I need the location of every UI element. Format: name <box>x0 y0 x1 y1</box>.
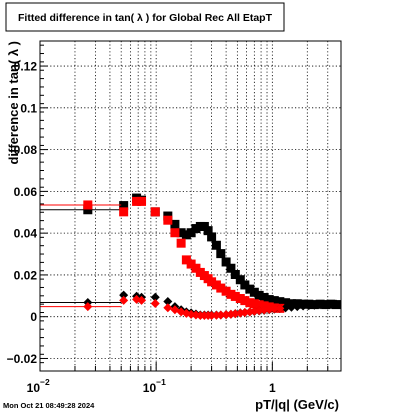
y-tick-label: 0 <box>30 310 37 324</box>
data-point-diamond <box>326 299 336 309</box>
data-point-diamond <box>163 296 173 306</box>
x-tick-label: 10 <box>27 381 41 395</box>
axis-ticks <box>39 44 329 372</box>
data-point-square <box>150 207 160 217</box>
data-point-square <box>216 249 226 259</box>
y-axis-label: difference in tan( λ ) <box>6 41 21 165</box>
data-point-square <box>176 238 186 248</box>
data-point-diamond <box>269 304 279 314</box>
y-tick-label: 0.08 <box>14 143 38 157</box>
x-tick-label-exponent: −2 <box>40 377 50 387</box>
data-point-square <box>249 287 259 297</box>
data-point-square <box>235 275 245 285</box>
data-point-square <box>83 200 93 210</box>
data-point-diamond <box>216 310 226 320</box>
data-point-square <box>221 286 231 296</box>
data-point-diamond <box>150 299 160 309</box>
y-tick-label: 0.06 <box>14 185 38 199</box>
y-tick-label: 0.04 <box>14 227 38 241</box>
data-point-square <box>245 298 255 308</box>
data-point-square <box>221 257 231 267</box>
data-point-square <box>226 263 236 273</box>
data-point-square <box>254 300 264 310</box>
y-tick-label: 0.12 <box>14 60 38 74</box>
data-point-square <box>249 299 259 309</box>
data-point-diamond <box>275 303 285 313</box>
data-point-square <box>207 277 217 287</box>
data-point-diamond <box>119 295 129 305</box>
data-point-square <box>230 270 240 280</box>
data-point-square <box>181 255 191 265</box>
chart-title: Fitted difference in tan( λ ) for Global… <box>18 12 273 24</box>
plot-frame <box>39 40 342 372</box>
data-point-square <box>240 296 250 306</box>
data-point-square <box>186 259 196 269</box>
data-point-square <box>119 201 129 211</box>
data-point-diamond <box>292 302 302 312</box>
data-point-square <box>216 283 226 293</box>
data-point-diamond <box>309 300 319 310</box>
x-axis-label: pT/|q| (GeV/c) <box>255 397 339 412</box>
data-point-diamond <box>150 292 160 302</box>
data-point-diamond <box>119 290 129 300</box>
data-point-diamond <box>281 303 291 313</box>
data-point-diamond <box>321 300 331 310</box>
data-point-diamond <box>315 300 325 310</box>
data-point-square <box>230 291 240 301</box>
data-point-square <box>211 240 221 250</box>
data-point-square <box>207 232 217 242</box>
x-tick-label-exponent: −1 <box>156 377 166 387</box>
y-tick-label: 0.02 <box>14 268 38 282</box>
data-point-square <box>240 280 250 290</box>
data-point-square <box>170 219 180 229</box>
data-point-diamond <box>298 301 308 311</box>
data-point-square <box>137 196 147 206</box>
data-point-square <box>235 294 245 304</box>
data-point-square <box>119 207 129 217</box>
data-point-diamond <box>331 299 341 309</box>
data-point-square <box>259 292 269 302</box>
data-point-square <box>203 226 213 236</box>
data-point-square <box>281 298 291 308</box>
data-point-diamond <box>286 302 296 312</box>
data-point-square <box>186 228 196 238</box>
data-point-square <box>132 196 142 206</box>
data-point-diamond <box>83 302 93 312</box>
data-point-square <box>275 297 285 307</box>
y-tick-label: 0.1 <box>20 101 37 115</box>
data-point-square <box>254 290 264 300</box>
footer-timestamp: Mon Oct 21 08:49:28 2024 <box>3 401 95 410</box>
data-point-square <box>83 205 93 215</box>
data-point-square <box>170 228 180 238</box>
data-point-diamond <box>304 301 314 311</box>
data-markers <box>40 193 341 320</box>
x-tick-label: 1 <box>269 381 276 395</box>
data-point-square <box>181 230 191 240</box>
x-tick-label: 10 <box>143 381 157 395</box>
data-point-square <box>264 295 274 305</box>
data-point-diamond <box>207 310 217 320</box>
data-point-square <box>176 228 186 238</box>
y-tick-label: −0.02 <box>7 352 38 366</box>
data-point-square <box>163 215 173 225</box>
data-point-square <box>245 284 255 294</box>
data-point-square <box>269 296 279 306</box>
data-point-diamond <box>163 303 173 313</box>
data-point-diamond <box>137 295 147 305</box>
chart-title-box <box>5 2 285 32</box>
